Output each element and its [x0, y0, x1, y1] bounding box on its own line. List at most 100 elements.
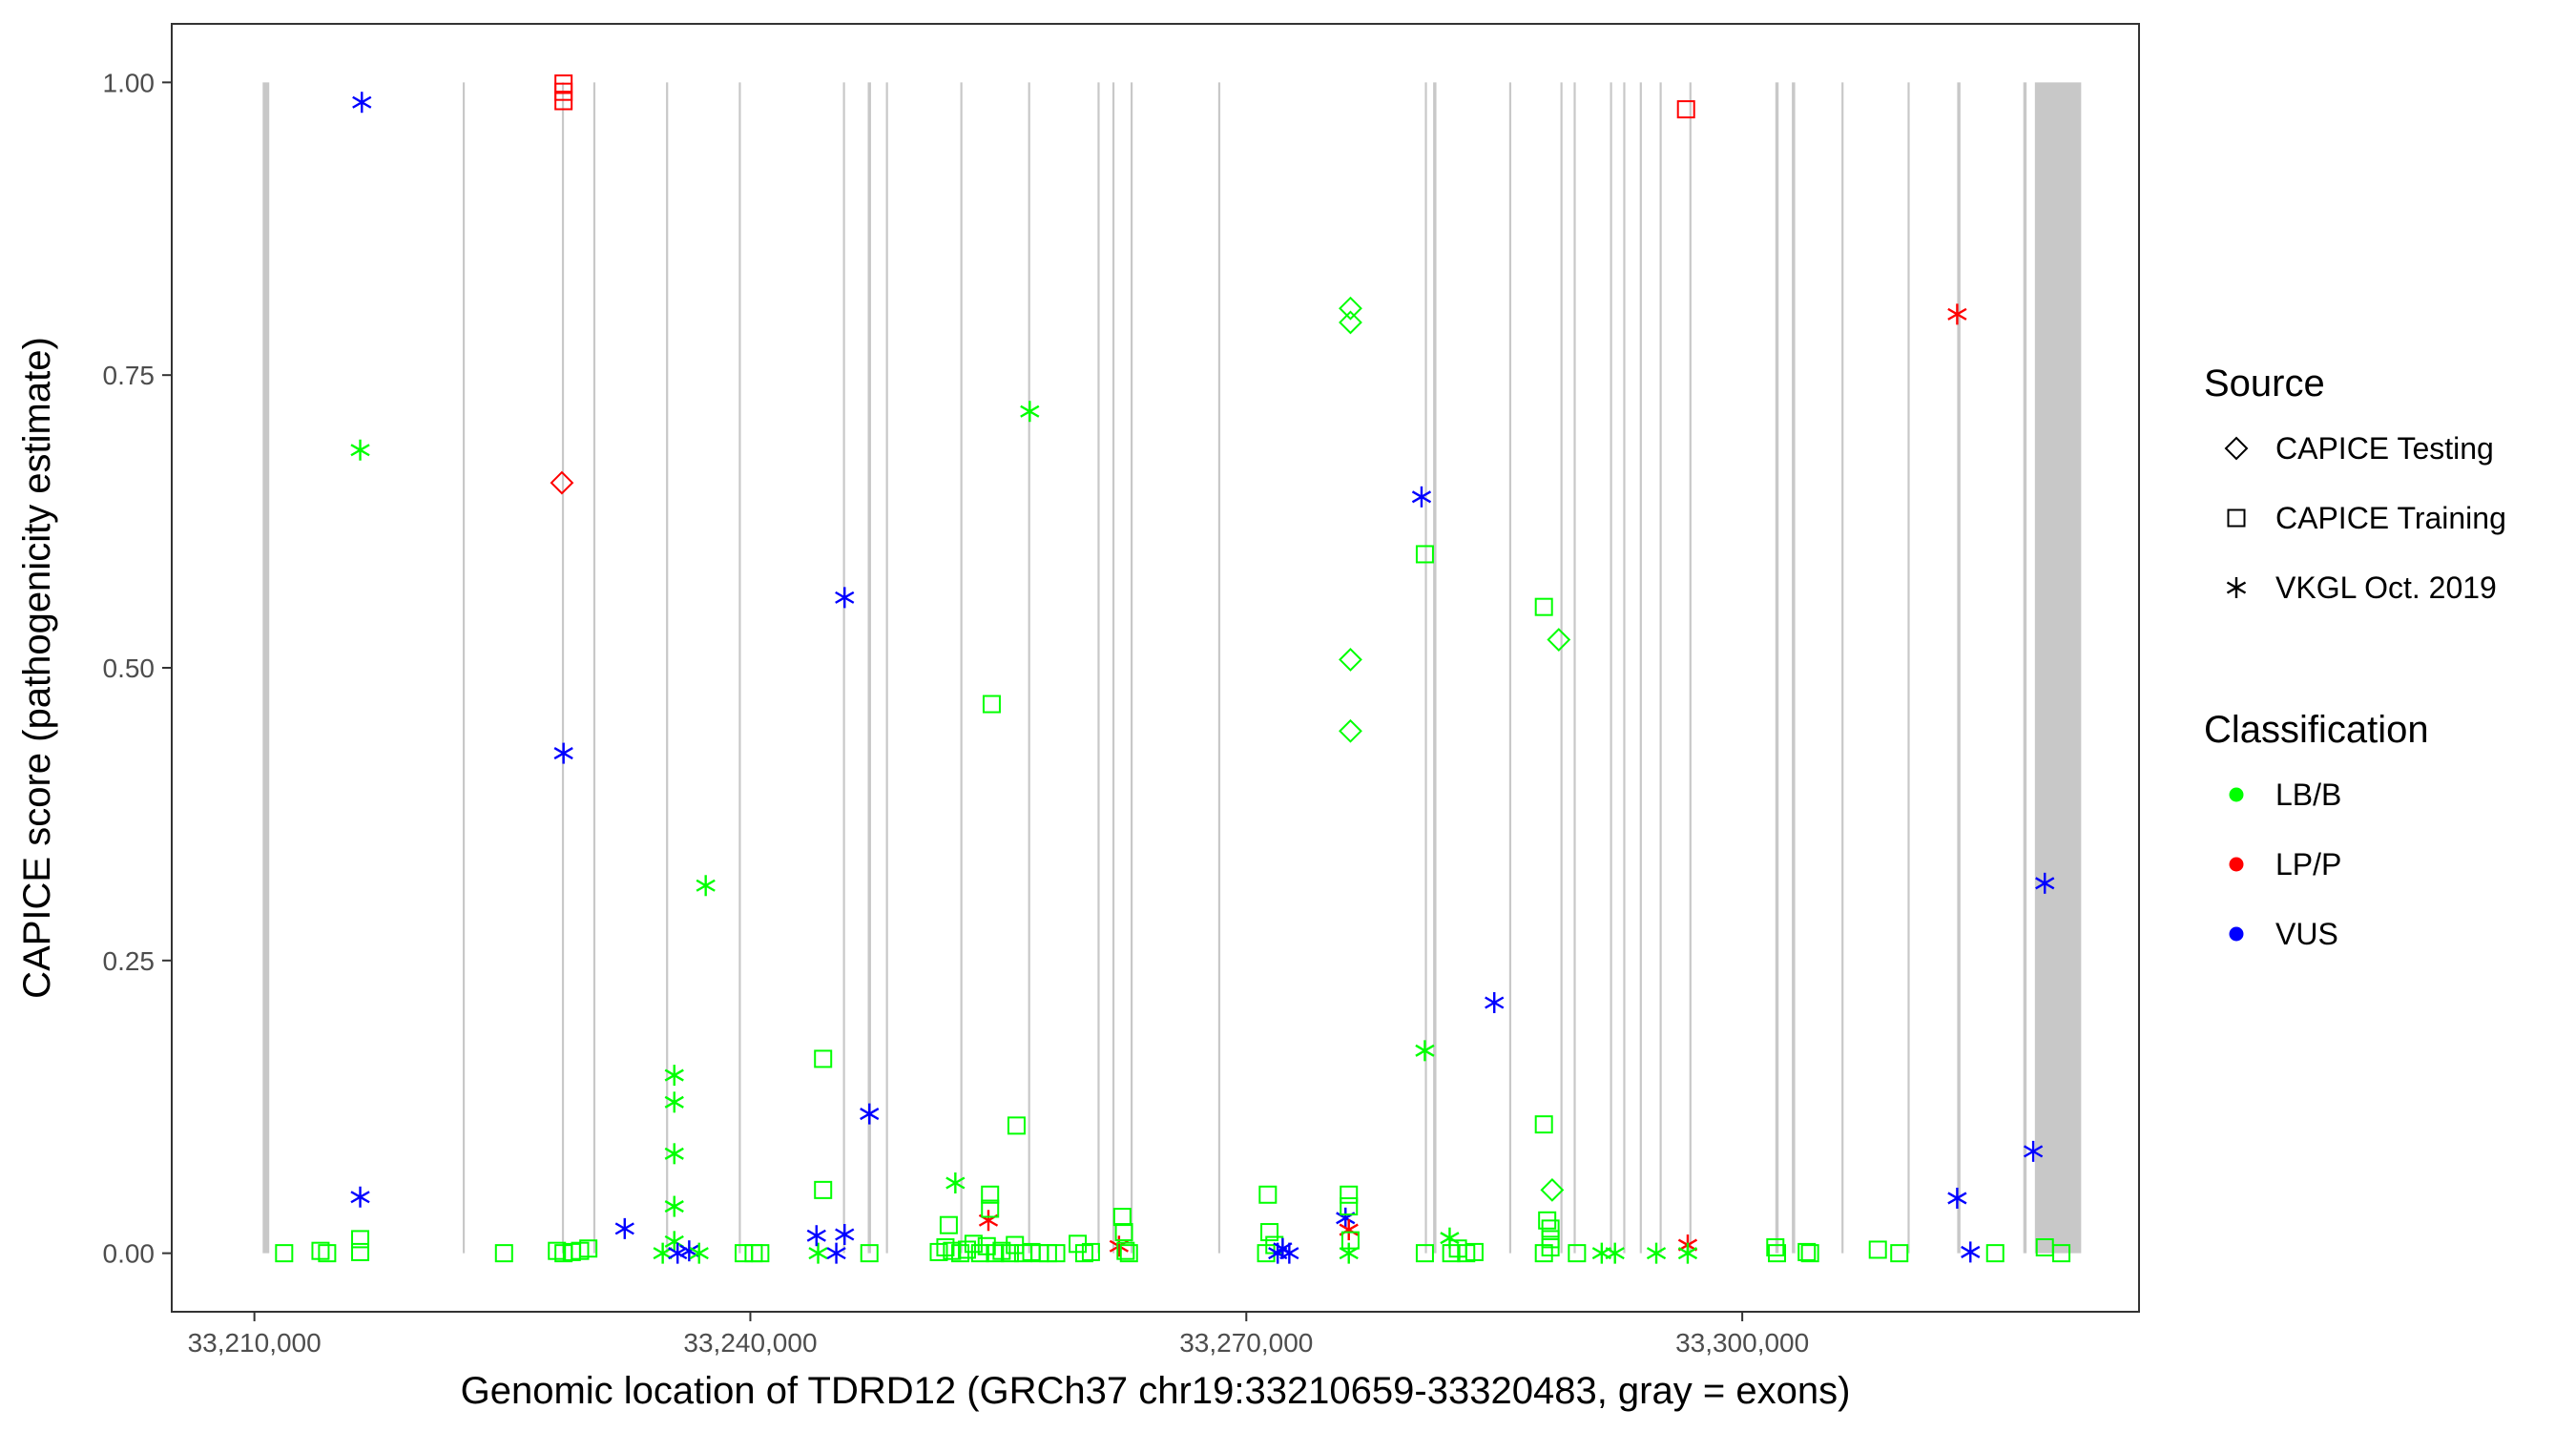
legend-label-source-1: CAPICE Training: [2275, 501, 2506, 535]
legend-key-dot-2: [2229, 926, 2244, 942]
point-square-47: [951, 1244, 970, 1263]
y-axis: 0.00 0.25 0.50 0.75 1.00: [103, 68, 172, 1269]
point-square-66: [1047, 1244, 1066, 1263]
point-asterisk-87: [1339, 1242, 1359, 1264]
point-asterisk-18: [553, 742, 573, 764]
point-square-71: [1112, 1208, 1132, 1227]
legend-key-dot-1: [2229, 857, 2244, 872]
exon-band-1: [462, 82, 466, 1254]
point-square-118: [1766, 1238, 1785, 1256]
x-tick-label-0: 33,210,000: [188, 1328, 322, 1358]
legend-title-classification: Classification: [2204, 709, 2429, 751]
point-square-68: [1074, 1244, 1093, 1263]
point-asterisk-37: [826, 1242, 846, 1264]
point-square-107: [1541, 1238, 1560, 1256]
legend-key-dot-0: [2229, 787, 2244, 802]
y-tick-label-1: 0.25: [103, 946, 156, 976]
legend-key-asterisk: [2226, 577, 2247, 598]
point-asterisk-62: [1020, 401, 1040, 423]
exon-band-27: [1841, 82, 1844, 1254]
point-square-86: [1340, 1231, 1360, 1250]
exon-band-24: [1689, 82, 1692, 1254]
legend: Source CAPICE Testing CAPICE Training VKGL …: [2204, 363, 2506, 951]
point-asterisk-29: [696, 875, 716, 897]
point-asterisk-7: [352, 92, 372, 114]
point-square-45: [939, 1215, 958, 1234]
exon-band-23: [1659, 82, 1662, 1254]
exon-band-3: [592, 82, 596, 1254]
point-square-76: [1260, 1223, 1279, 1242]
legend-label-source-2: VKGL Oct. 2019: [2275, 570, 2497, 605]
point-square-111: [1568, 1244, 1587, 1263]
point-diamond-110: [1547, 628, 1571, 652]
point-square-54: [981, 1199, 1000, 1218]
point-square-105: [1541, 1219, 1560, 1238]
point-square-15: [554, 82, 573, 101]
legend-key-square: [2227, 508, 2246, 528]
point-square-84: [1340, 1197, 1359, 1216]
y-axis-title: CAPICE score (pathogenicity estimate): [16, 337, 58, 999]
exon-band-11: [1097, 82, 1100, 1254]
exon-band-15: [1424, 82, 1427, 1254]
exon-band-9: [960, 82, 963, 1254]
point-asterisk-116: [1677, 1242, 1698, 1264]
point-square-60: [1007, 1116, 1026, 1135]
point-square-108: [1534, 1244, 1553, 1263]
exon-band-21: [1623, 82, 1626, 1254]
x-axis: 33,210,000 33,240,000 33,270,000 33,300,000: [188, 1312, 1809, 1358]
point-asterisk-19: [614, 1217, 634, 1239]
point-asterisk-24: [664, 1195, 684, 1217]
point-asterisk-113: [1605, 1242, 1625, 1264]
y-tick-label-3: 0.75: [103, 361, 156, 390]
point-square-97: [1442, 1244, 1461, 1263]
point-square-49: [964, 1234, 983, 1254]
point-square-1: [311, 1241, 330, 1260]
exon-band-28: [1907, 82, 1910, 1254]
point-square-119: [1768, 1244, 1787, 1263]
point-square-8: [494, 1244, 513, 1263]
point-square-56: [986, 1244, 1005, 1263]
point-square-100: [1465, 1242, 1484, 1261]
legend-key-diamond: [2224, 436, 2249, 461]
point-asterisk-101: [1485, 992, 1505, 1013]
point-asterisk-38: [835, 1224, 855, 1245]
legend-label-class-2: VUS: [2275, 917, 2338, 951]
exon-band-31: [2034, 82, 2082, 1254]
point-square-117: [1676, 100, 1695, 119]
point-square-74: [1116, 1241, 1135, 1260]
point-square-73: [1119, 1244, 1138, 1263]
point-asterisk-126: [1961, 1241, 1981, 1263]
exon-band-13: [1131, 82, 1133, 1254]
exon-band-4: [666, 82, 669, 1254]
legend-label-class-0: LB/B: [2275, 778, 2341, 812]
y-tick-label-2: 0.50: [103, 653, 156, 683]
exon-band-12: [1111, 82, 1115, 1254]
point-square-53: [981, 1185, 1000, 1204]
point-asterisk-114: [1646, 1242, 1667, 1264]
point-diamond-89: [1339, 310, 1362, 335]
point-asterisk-129: [2035, 872, 2055, 894]
panel-background: [172, 24, 2139, 1312]
exon-band-5: [738, 82, 741, 1254]
exon-band-7: [867, 82, 871, 1254]
exon-band-29: [1957, 82, 1961, 1254]
legend-title-source: Source: [2204, 363, 2325, 404]
x-axis-title: Genomic location of TDRD12 (GRCh37 chr19…: [461, 1370, 1851, 1412]
point-asterisk-26: [668, 1242, 688, 1264]
y-tick-label-0: 0.00: [103, 1239, 156, 1269]
point-asterisk-34: [806, 1225, 826, 1247]
exon-band-20: [1610, 82, 1612, 1254]
point-square-41: [860, 1244, 879, 1263]
point-asterisk-25: [664, 1231, 684, 1253]
point-asterisk-40: [860, 1103, 880, 1125]
exon-band-14: [1217, 82, 1221, 1254]
exon-band-10: [1028, 82, 1030, 1254]
point-asterisk-22: [664, 1091, 684, 1113]
point-square-75: [1258, 1185, 1278, 1204]
x-tick-label-3: 33,300,000: [1675, 1328, 1809, 1358]
point-square-43: [936, 1238, 955, 1256]
exon-band-16: [1433, 82, 1437, 1254]
point-asterisk-39: [835, 587, 855, 609]
point-square-32: [751, 1244, 770, 1263]
point-square-69: [1081, 1242, 1100, 1261]
